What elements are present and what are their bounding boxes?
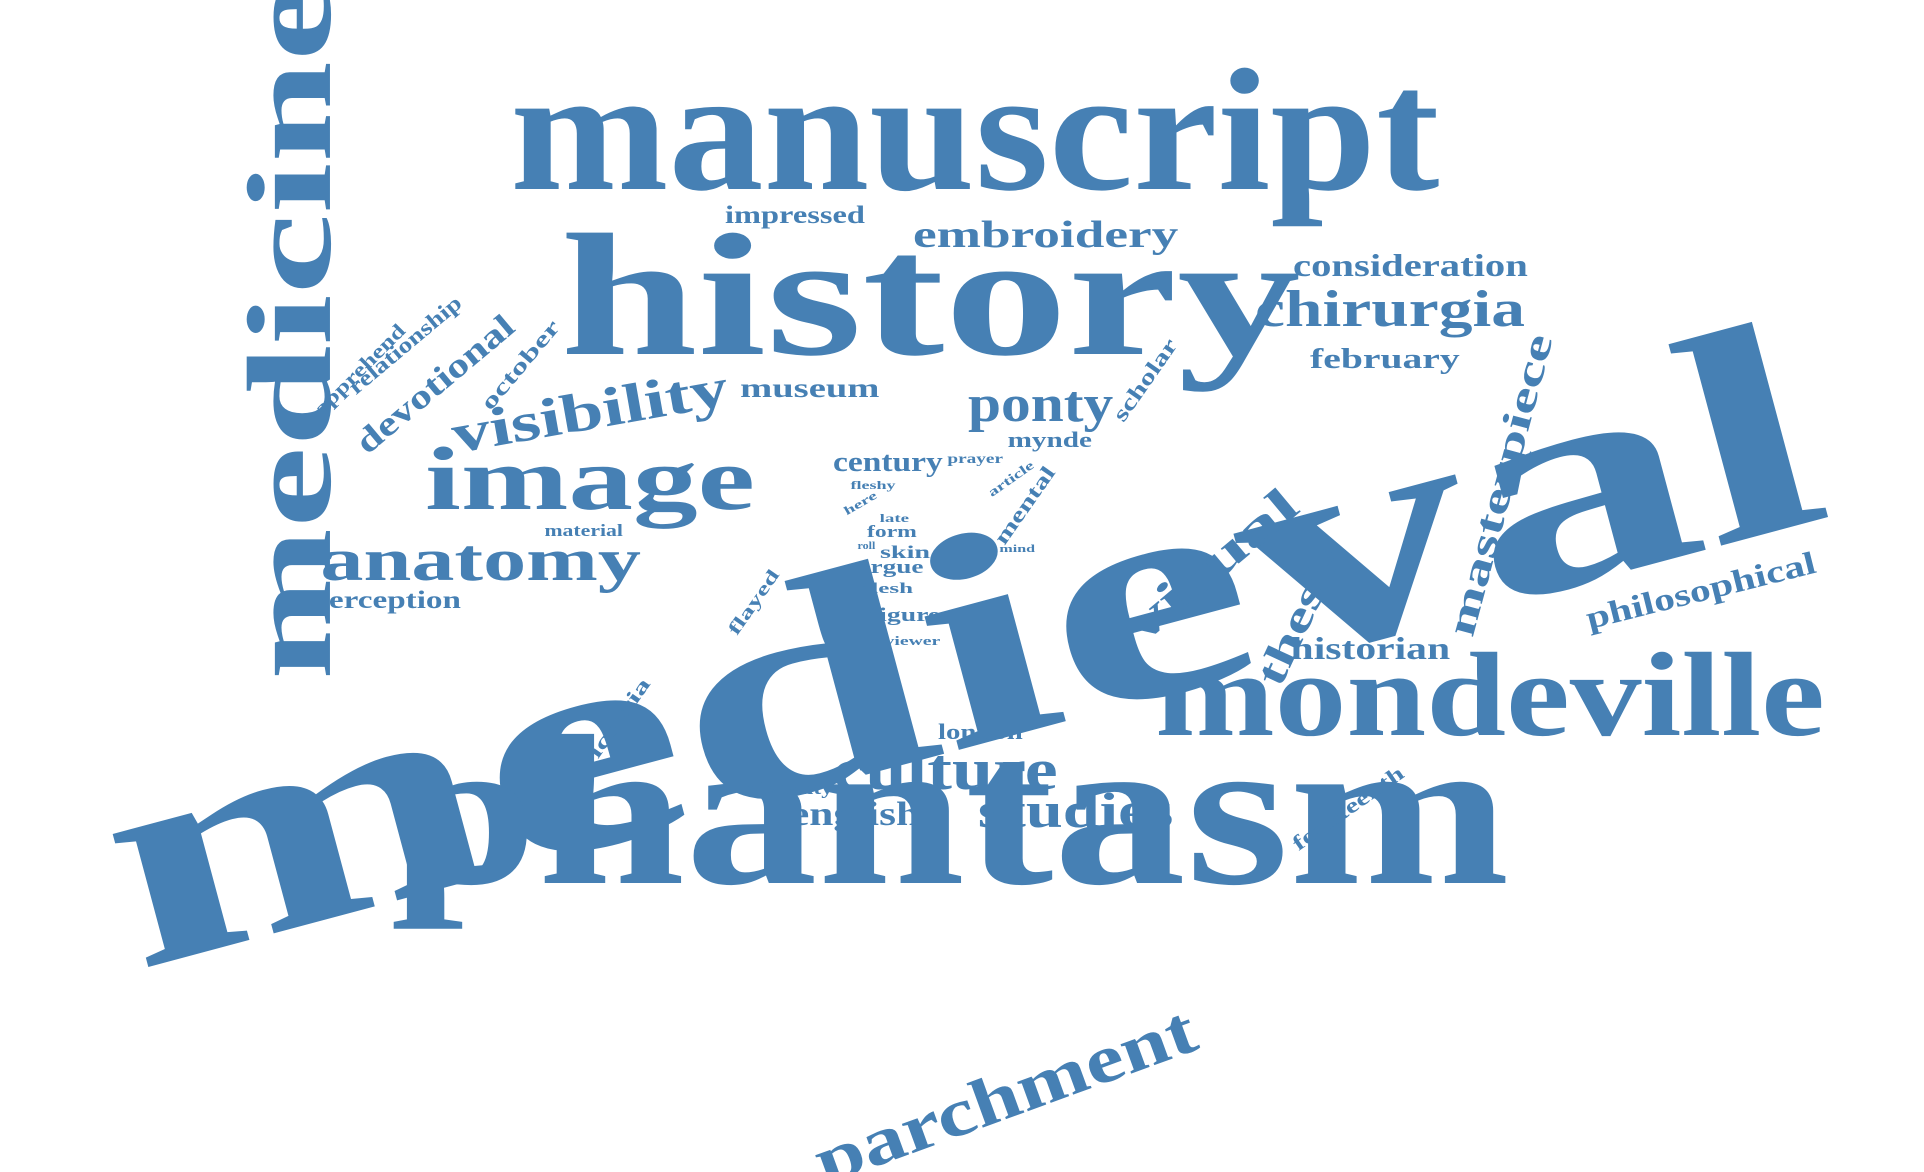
word-chirurgia: chirurgia	[1255, 281, 1525, 338]
word-flesh: flesh	[862, 580, 914, 597]
word-london: london	[937, 719, 1023, 744]
word-figure: figure	[869, 604, 941, 626]
word-consideration: consideration	[1292, 247, 1528, 283]
word-parchment: parchment	[804, 990, 1207, 1172]
word-late: late	[879, 511, 909, 525]
word-embroidery: embroidery	[912, 214, 1178, 256]
word-museum: museum	[740, 372, 880, 403]
word-roll: roll	[857, 541, 875, 552]
word-mondeville: mondeville	[1155, 628, 1825, 761]
word-impressed: impressed	[725, 201, 865, 229]
word-culture: culture	[832, 737, 1058, 802]
word-fleshy: fleshy	[850, 478, 896, 492]
word-studies: studies	[977, 782, 1173, 838]
word-manuscript: manuscript	[510, 32, 1440, 227]
word-skin: skin	[879, 542, 931, 562]
word-english: english	[789, 796, 921, 833]
word-historian: historian	[1290, 630, 1450, 666]
word-century: century	[833, 447, 943, 478]
word-history: history	[559, 197, 1301, 392]
word-material: material	[543, 520, 623, 540]
word-mind: mind	[999, 542, 1036, 555]
word-february: february	[1310, 344, 1460, 375]
word-ponty: ponty	[967, 376, 1113, 433]
word-image: image	[424, 430, 755, 529]
word-mynde: mynde	[1007, 427, 1092, 452]
word-perception: perception	[309, 586, 461, 614]
word-prayer: prayer	[947, 452, 1004, 467]
word-argue: argue	[856, 556, 924, 578]
word-phantasm: phantasm	[390, 690, 1510, 930]
word-anatomy: anatomy	[319, 527, 641, 593]
word-visuality: visuality	[747, 778, 833, 798]
word-form: form	[867, 521, 917, 541]
word-viewer: viewer	[884, 632, 940, 648]
